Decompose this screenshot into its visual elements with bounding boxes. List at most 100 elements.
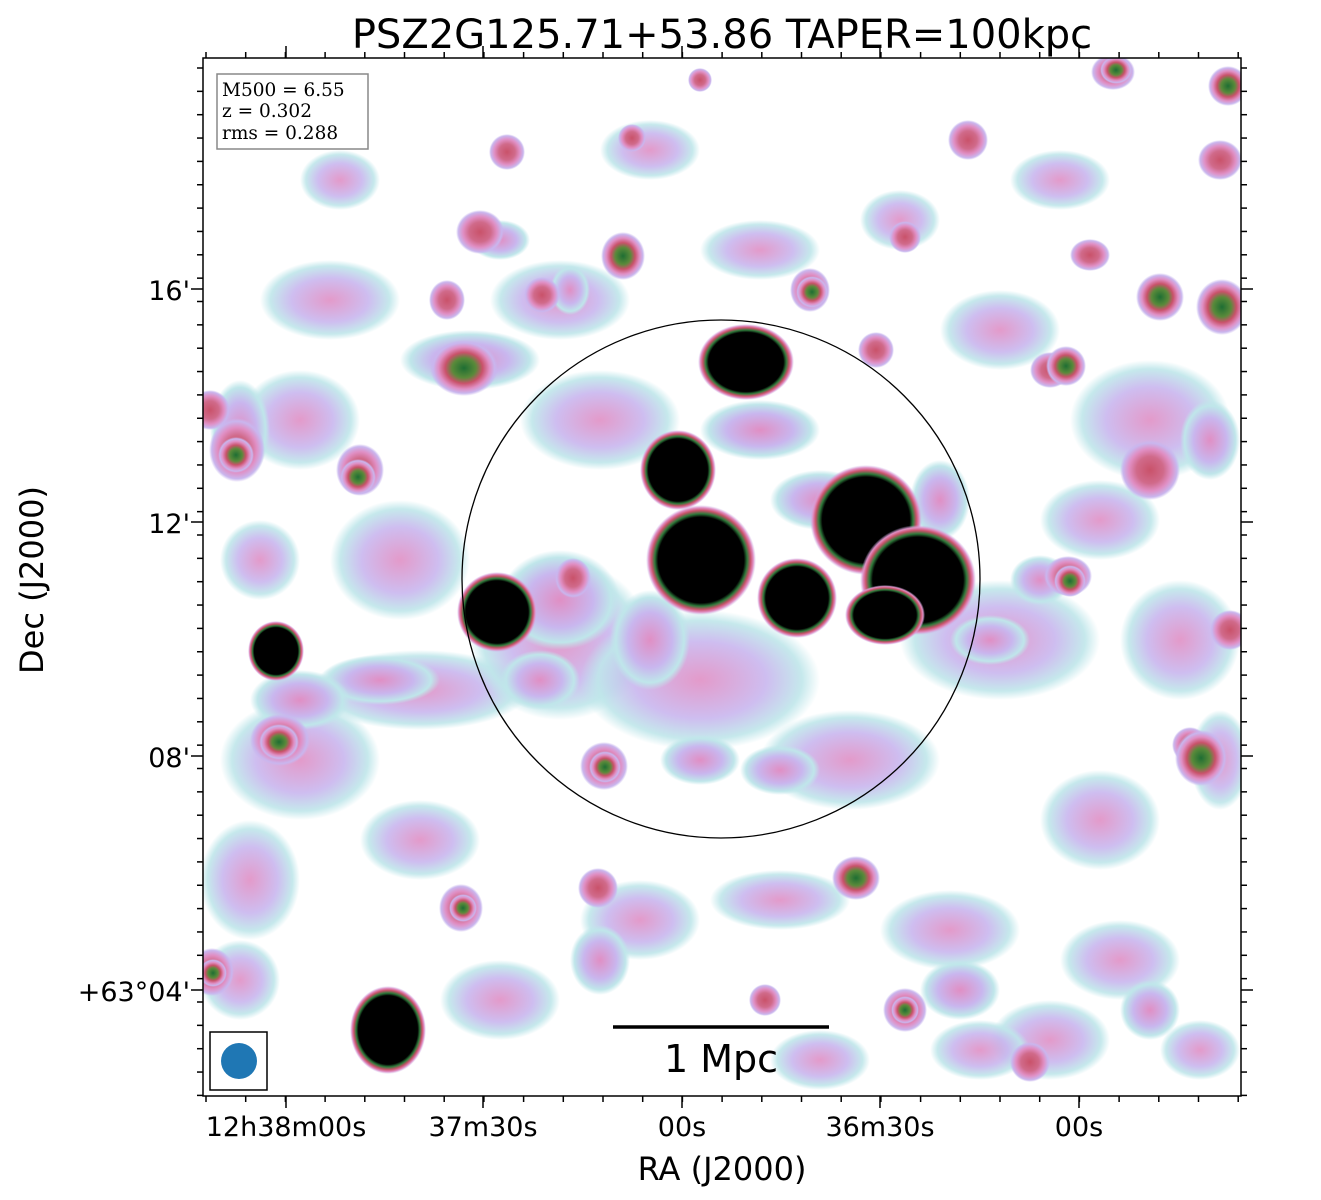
moderate-emission: [740, 745, 820, 795]
green-core-source: [1046, 346, 1086, 386]
moderate-emission: [700, 400, 820, 460]
moderate-emission: [950, 615, 1030, 665]
green-core-source: [1196, 279, 1241, 335]
green-core-source: [1054, 565, 1086, 597]
green-core-source: [218, 437, 254, 473]
chart-title: PSZ2G125.71+53.86 TAPER=100kpc: [352, 12, 1092, 58]
faint-emission: [1040, 770, 1160, 870]
faint-emission: [260, 260, 400, 340]
faint-emission: [940, 290, 1060, 370]
compact-source: [948, 120, 988, 160]
moderate-emission: [320, 655, 440, 705]
green-core-source: [203, 959, 227, 987]
beam-box: [209, 1031, 268, 1091]
info-rms: rms = 0.288: [222, 123, 338, 144]
compact-source: [578, 868, 618, 908]
info-m500: M500 = 6.55: [222, 80, 345, 101]
faint-emission: [1160, 1020, 1240, 1080]
faint-emission: [240, 370, 360, 470]
moderate-emission: [1120, 980, 1180, 1040]
compact-source: [489, 134, 525, 170]
faint-emission: [330, 500, 470, 620]
compact-source: [1210, 610, 1241, 650]
y-tick-label-3: +63°04': [78, 977, 190, 1008]
faint-emission: [440, 960, 560, 1040]
compact-source: [858, 332, 894, 368]
info-z: z = 0.302: [222, 101, 312, 122]
green-core-source: [259, 724, 299, 760]
compact-source: [1198, 140, 1241, 180]
beam-ellipse-icon: [221, 1043, 257, 1079]
saturated-source: [640, 430, 716, 510]
x-axis-label: RA (J2000): [638, 1150, 807, 1188]
moderate-emission: [910, 460, 970, 540]
radio-map-image: [203, 58, 1241, 1096]
compact-source: [749, 984, 781, 1016]
faint-emission: [770, 1030, 870, 1090]
moderate-emission: [1180, 400, 1240, 480]
info-box: M500 = 6.55 z = 0.302 rms = 0.288: [216, 73, 369, 150]
moderate-emission: [610, 590, 690, 690]
faint-emission: [1040, 480, 1160, 560]
compact-source: [889, 221, 921, 253]
green-core-source: [589, 751, 621, 783]
r500-circle: [461, 319, 981, 839]
moderate-emission: [570, 925, 630, 995]
green-core-source: [340, 459, 376, 495]
faint-emission: [930, 1020, 1030, 1080]
compact-source: [1120, 440, 1180, 500]
faint-emission: [880, 890, 1020, 970]
green-core-source: [1208, 66, 1241, 106]
x-tick-label-0: 12h38m00s: [206, 1112, 367, 1143]
saturated-source: [457, 572, 537, 652]
compact-source: [524, 277, 560, 313]
moderate-emission: [550, 265, 590, 315]
saturated-source: [845, 585, 925, 645]
x-tick-label-4: 00s: [1055, 1112, 1103, 1143]
compact-source: [618, 124, 646, 152]
y-tick-label-2: 08': [148, 743, 190, 774]
compact-source: [456, 210, 504, 254]
green-core-source: [832, 856, 880, 900]
green-core-source: [796, 276, 828, 308]
faint-emission: [1010, 150, 1110, 210]
saturated-source: [757, 558, 837, 638]
moderate-emission: [660, 735, 740, 785]
green-core-source: [430, 340, 498, 396]
moderate-emission: [920, 960, 1000, 1020]
green-core-source: [891, 996, 919, 1024]
green-core-source: [1136, 273, 1184, 321]
x-tick-label-2: 00s: [658, 1112, 706, 1143]
faint-emission: [520, 370, 680, 470]
faint-emission: [700, 220, 820, 280]
scale-bar-label: 1 Mpc: [664, 1037, 778, 1081]
x-tick-label-1: 37m30s: [428, 1112, 537, 1143]
compact-source: [1010, 1042, 1050, 1082]
y-axis-label: Dec (J2000): [13, 486, 51, 674]
axis-ticks: [191, 46, 1253, 1108]
saturated-source: [698, 324, 794, 400]
faint-emission: [600, 120, 700, 180]
compact-source: [1070, 239, 1110, 271]
faint-emission: [220, 520, 300, 600]
green-core-source: [449, 894, 477, 922]
green-core-source: [1175, 730, 1227, 786]
y-tick-label-0: 16': [148, 276, 190, 307]
x-tick-label-3: 36m30s: [825, 1112, 934, 1143]
green-core-source: [1100, 58, 1132, 84]
faint-emission: [710, 870, 850, 930]
saturated-source: [646, 505, 756, 615]
compact-source: [688, 68, 712, 92]
compact-source: [555, 558, 591, 598]
faint-emission: [360, 800, 480, 880]
saturated-source: [248, 621, 304, 681]
faint-emission: [300, 150, 380, 210]
saturated-source: [350, 986, 426, 1074]
compact-source: [429, 280, 465, 320]
faint-emission: [1120, 580, 1240, 700]
moderate-emission: [500, 650, 580, 710]
green-core-source: [601, 232, 645, 280]
compact-source: [203, 390, 230, 430]
faint-emission: [203, 820, 300, 940]
